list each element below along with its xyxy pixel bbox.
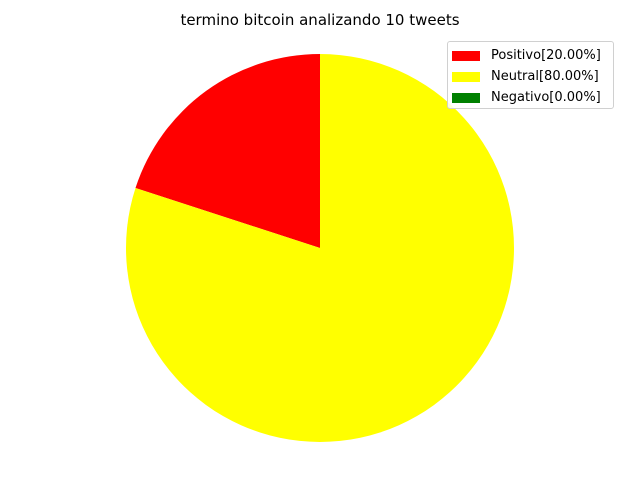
chart-legend: Positivo[20.00%] Neutral[80.00%] Negativ… [447, 41, 614, 109]
pie-slice-neutral [126, 54, 515, 443]
legend-swatch-negativo [452, 92, 480, 103]
legend-swatch-neutral [452, 71, 480, 82]
legend-label-negativo: Negativo[0.00%] [491, 90, 601, 105]
legend-entry-negativo: Negativo[0.00%] [448, 87, 613, 108]
legend-entry-neutral: Neutral[80.00%] [448, 66, 613, 87]
legend-entry-positivo: Positivo[20.00%] [448, 45, 613, 66]
pie-slice-positivo [135, 54, 320, 248]
chart-title: termino bitcoin analizando 10 tweets [180, 11, 460, 29]
legend-swatch-positivo [452, 50, 480, 61]
legend-label-positivo: Positivo[20.00%] [491, 48, 601, 63]
legend-label-neutral: Neutral[80.00%] [491, 69, 599, 84]
